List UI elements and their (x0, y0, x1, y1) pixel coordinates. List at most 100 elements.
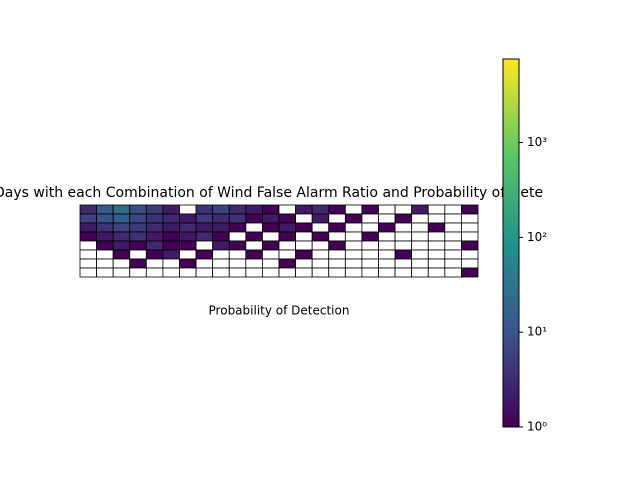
heatmap-cell (311, 258, 330, 269)
heatmap-cell (195, 222, 214, 233)
heatmap-cell (145, 213, 164, 224)
heatmap-cell (394, 267, 413, 278)
heatmap-cell (145, 222, 164, 233)
heatmap-cell (278, 222, 296, 233)
heatmap-cell (79, 222, 97, 233)
colorbar-tick-label: 10¹ (527, 325, 547, 339)
heatmap-cell (461, 258, 479, 269)
heatmap-cell (394, 204, 413, 215)
heatmap-cell (427, 204, 446, 215)
heatmap-cell (361, 231, 379, 242)
heatmap-cell (344, 267, 363, 278)
heatmap-cell (245, 258, 263, 269)
heatmap-cell (112, 231, 131, 242)
heatmap-cell (212, 231, 230, 242)
heatmap-cell (179, 258, 197, 269)
heatmap-cell (461, 204, 479, 215)
heatmap-cell (245, 213, 263, 224)
heatmap-cell (461, 222, 479, 233)
heatmap-cell (129, 231, 147, 242)
colorbar (502, 58, 520, 428)
heatmap-cell (195, 267, 214, 278)
heatmap-cell (112, 240, 131, 251)
heatmap-cell (278, 249, 296, 260)
heatmap-cell (361, 222, 379, 233)
heatmap-cell (378, 222, 396, 233)
heatmap-cell (411, 222, 429, 233)
heatmap-cell (195, 258, 214, 269)
heatmap-cell (262, 213, 280, 224)
heatmap-cell (112, 258, 131, 269)
heatmap-cell (129, 240, 147, 251)
heatmap-cell (361, 249, 379, 260)
heatmap-cell (361, 267, 379, 278)
heatmap-cell (262, 231, 280, 242)
heatmap-cell (378, 267, 396, 278)
heatmap-cell (278, 240, 296, 251)
heatmap-cell (394, 249, 413, 260)
heatmap-cell (162, 213, 180, 224)
heatmap-cell (344, 204, 363, 215)
heatmap-cell (96, 258, 114, 269)
heatmap-cell (427, 213, 446, 224)
heatmap-cell (228, 258, 247, 269)
heatmap-cell (311, 231, 330, 242)
heatmap-cell (162, 231, 180, 242)
heatmap-cell (378, 213, 396, 224)
heatmap-cell (361, 204, 379, 215)
heatmap-cell (328, 222, 346, 233)
heatmap-cell (394, 258, 413, 269)
heatmap-cell (394, 222, 413, 233)
heatmap-cell (295, 258, 313, 269)
heatmap-cell (212, 240, 230, 251)
heatmap-cell (411, 267, 429, 278)
heatmap-cell (344, 231, 363, 242)
heatmap-cell (411, 213, 429, 224)
heatmap-cell (129, 267, 147, 278)
heatmap-cell (311, 240, 330, 251)
heatmap-cell (96, 231, 114, 242)
heatmap-cell (245, 231, 263, 242)
heatmap-cell (162, 240, 180, 251)
heatmap-cell (444, 231, 462, 242)
heatmap-cell (79, 213, 97, 224)
heatmap-cell (361, 240, 379, 251)
heatmap-cell (162, 267, 180, 278)
heatmap-cell (344, 213, 363, 224)
heatmap-cell (328, 258, 346, 269)
heatmap-cell (344, 222, 363, 233)
heatmap-cell (79, 267, 97, 278)
heatmap-cell (295, 204, 313, 215)
heatmap-cell (411, 231, 429, 242)
colorbar-tick-label: 10² (527, 230, 547, 244)
heatmap-cell (427, 258, 446, 269)
heatmap-cell (278, 231, 296, 242)
colorbar-tick-label: 10⁰ (527, 420, 547, 434)
heatmap-cell (444, 222, 462, 233)
heatmap-cell (461, 231, 479, 242)
heatmap-cell (344, 249, 363, 260)
heatmap-cell (444, 204, 462, 215)
heatmap-cell (145, 240, 164, 251)
heatmap-cell (179, 231, 197, 242)
heatmap-cell (427, 240, 446, 251)
heatmap-cell (394, 213, 413, 224)
heatmap-cell (195, 240, 214, 251)
heatmap-cell (228, 249, 247, 260)
heatmap-cell (295, 222, 313, 233)
heatmap-cell (129, 258, 147, 269)
heatmap-cell (427, 231, 446, 242)
heatmap-cell (328, 267, 346, 278)
heatmap-cell (262, 204, 280, 215)
heatmap-cell (311, 249, 330, 260)
heatmap-cell (179, 222, 197, 233)
heatmap-cell (145, 267, 164, 278)
heatmap-cell (112, 213, 131, 224)
heatmap-cell (129, 222, 147, 233)
heatmap-cell (245, 204, 263, 215)
heatmap-cell (328, 231, 346, 242)
colorbar-tick-label: 10³ (527, 135, 547, 149)
heatmap-cell (179, 204, 197, 215)
heatmap-cell (444, 267, 462, 278)
heatmap-cell (228, 267, 247, 278)
